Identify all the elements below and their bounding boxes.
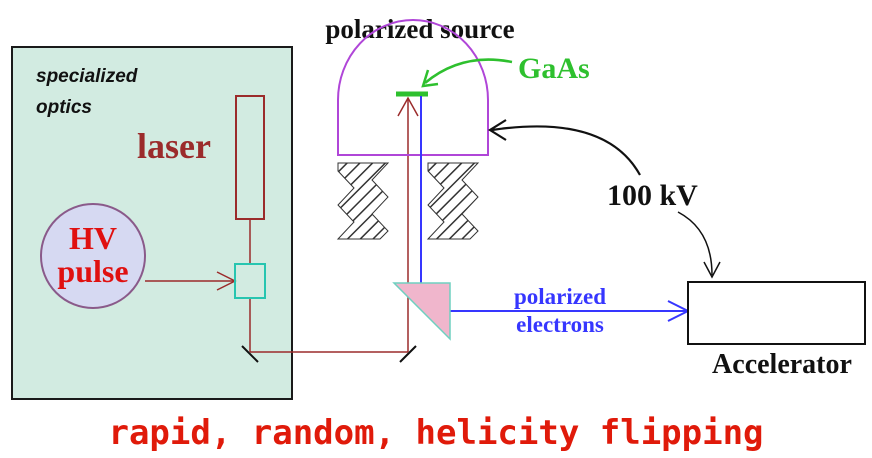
prism [392, 282, 451, 341]
optics-label-line2: optics [36, 97, 92, 118]
voltage-arrow-to-accelerator [677, 211, 721, 279]
voltage-label: 100 kV [607, 179, 698, 212]
source-dome [337, 19, 489, 156]
voltage-arrow-to-source [487, 119, 641, 176]
gaas-arrow [421, 58, 513, 88]
mirror-left [241, 345, 259, 363]
pulse-label: pulse [57, 253, 128, 289]
optics-label-line1: specialized [36, 66, 138, 87]
caption: rapid, random, helicity flipping [108, 413, 763, 453]
laser-label: laser [137, 126, 211, 166]
pockels-cell [234, 263, 266, 299]
insulator-right [426, 162, 480, 240]
gaas-label: GaAs [518, 52, 590, 85]
accelerator-label: Accelerator [712, 349, 852, 380]
electrons-label-line2: electrons [516, 312, 604, 337]
accelerator-box [687, 281, 866, 345]
laser-beam-path [249, 96, 419, 353]
hv-label: HV [69, 220, 117, 256]
electrons-label-line1: polarized [514, 284, 606, 309]
hv-pulse-circle [40, 203, 146, 309]
mirror-right [399, 345, 417, 363]
insulator-left [336, 162, 390, 240]
source-title: polarized source [325, 14, 514, 44]
